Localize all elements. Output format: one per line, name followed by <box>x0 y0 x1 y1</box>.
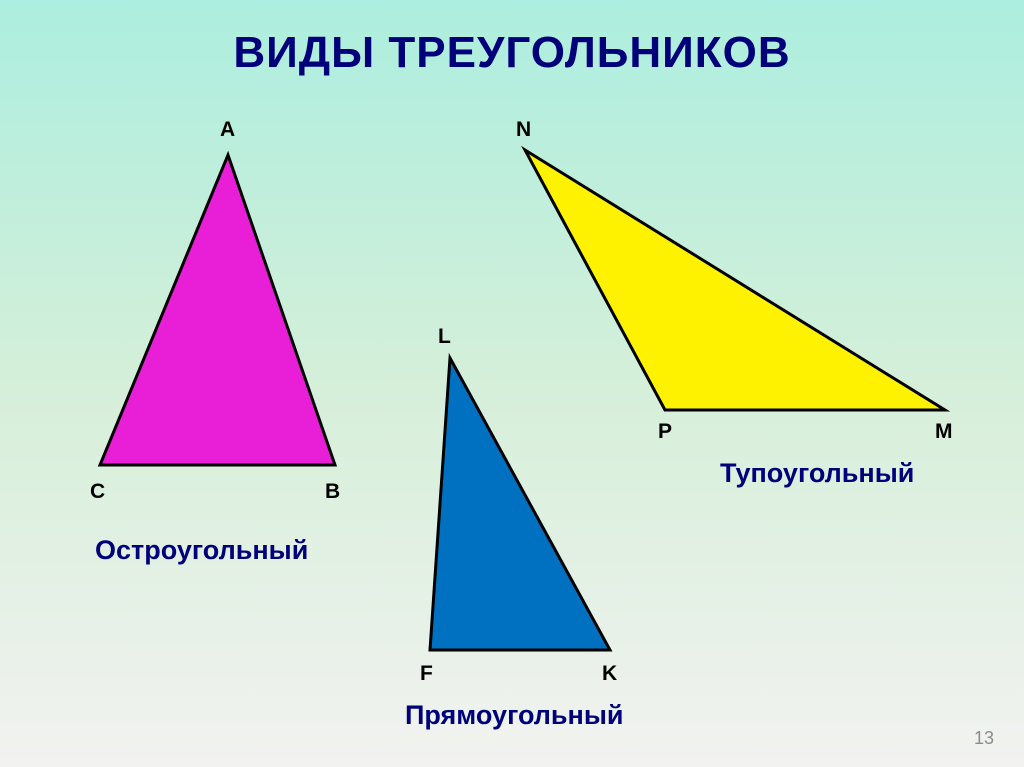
vertex-l: L <box>438 325 451 349</box>
right-triangle <box>0 0 1024 767</box>
vertex-k: K <box>602 662 617 686</box>
slide-number: 13 <box>974 728 994 749</box>
right-triangle-poly <box>430 358 610 650</box>
vertex-f: F <box>420 662 433 686</box>
right-label: Прямоугольный <box>405 700 624 731</box>
